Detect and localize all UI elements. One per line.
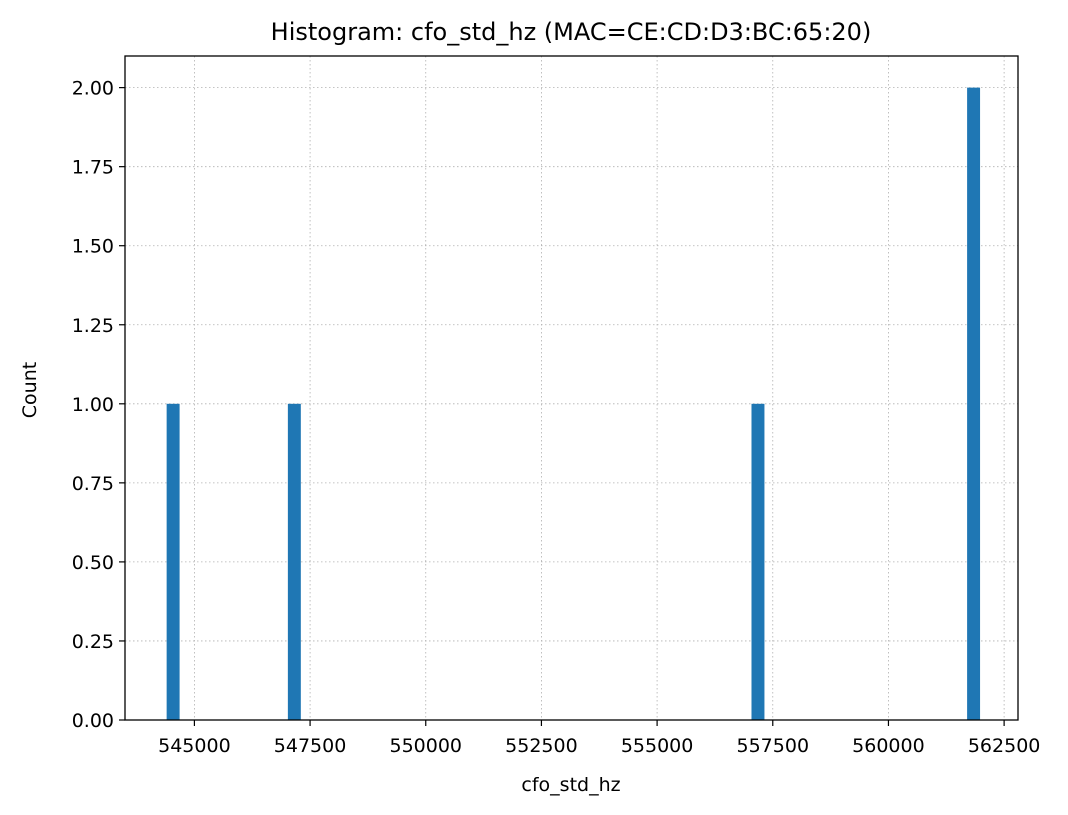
histogram-bar <box>751 403 765 720</box>
grid-lines <box>125 56 1018 721</box>
y-tick-label: 0.00 <box>72 710 114 732</box>
chart-title: Histogram: cfo_std_hz (MAC=CE:CD:D3:BC:6… <box>271 18 872 46</box>
histogram-bar <box>166 403 180 720</box>
y-tick-label: 1.00 <box>72 394 114 416</box>
y-tick-label: 0.75 <box>72 473 114 495</box>
x-tick-label: 547500 <box>274 735 347 757</box>
x-tick-label: 552500 <box>505 735 578 757</box>
y-tick-label: 1.75 <box>72 157 114 179</box>
x-tick-label: 560000 <box>852 735 925 757</box>
histogram-bar <box>287 403 301 720</box>
histogram-bar <box>967 87 981 721</box>
histogram-bars <box>166 87 981 721</box>
x-tick-label: 545000 <box>158 735 231 757</box>
x-tick-label: 555000 <box>621 735 694 757</box>
y-axis-title: Count <box>19 362 41 418</box>
y-axis-ticks: 0.00 0.25 0.50 0.75 1.00 1.25 1.50 1.75 2.00 <box>72 78 125 732</box>
y-tick-label: 1.50 <box>72 236 114 258</box>
y-tick-label: 0.50 <box>72 552 114 574</box>
y-tick-label: 0.25 <box>72 631 114 653</box>
y-tick-label: 2.00 <box>72 78 114 100</box>
x-tick-label: 557500 <box>737 735 810 757</box>
y-tick-label: 1.25 <box>72 315 114 337</box>
plot-frame <box>124 55 1019 721</box>
x-tick-label: 550000 <box>389 735 462 757</box>
x-axis-ticks: 545000 547500 550000 552500 555000 557500 5600… <box>158 720 1040 757</box>
x-tick-label: 562500 <box>968 735 1041 757</box>
x-axis-title: cfo_std_hz <box>521 774 620 796</box>
